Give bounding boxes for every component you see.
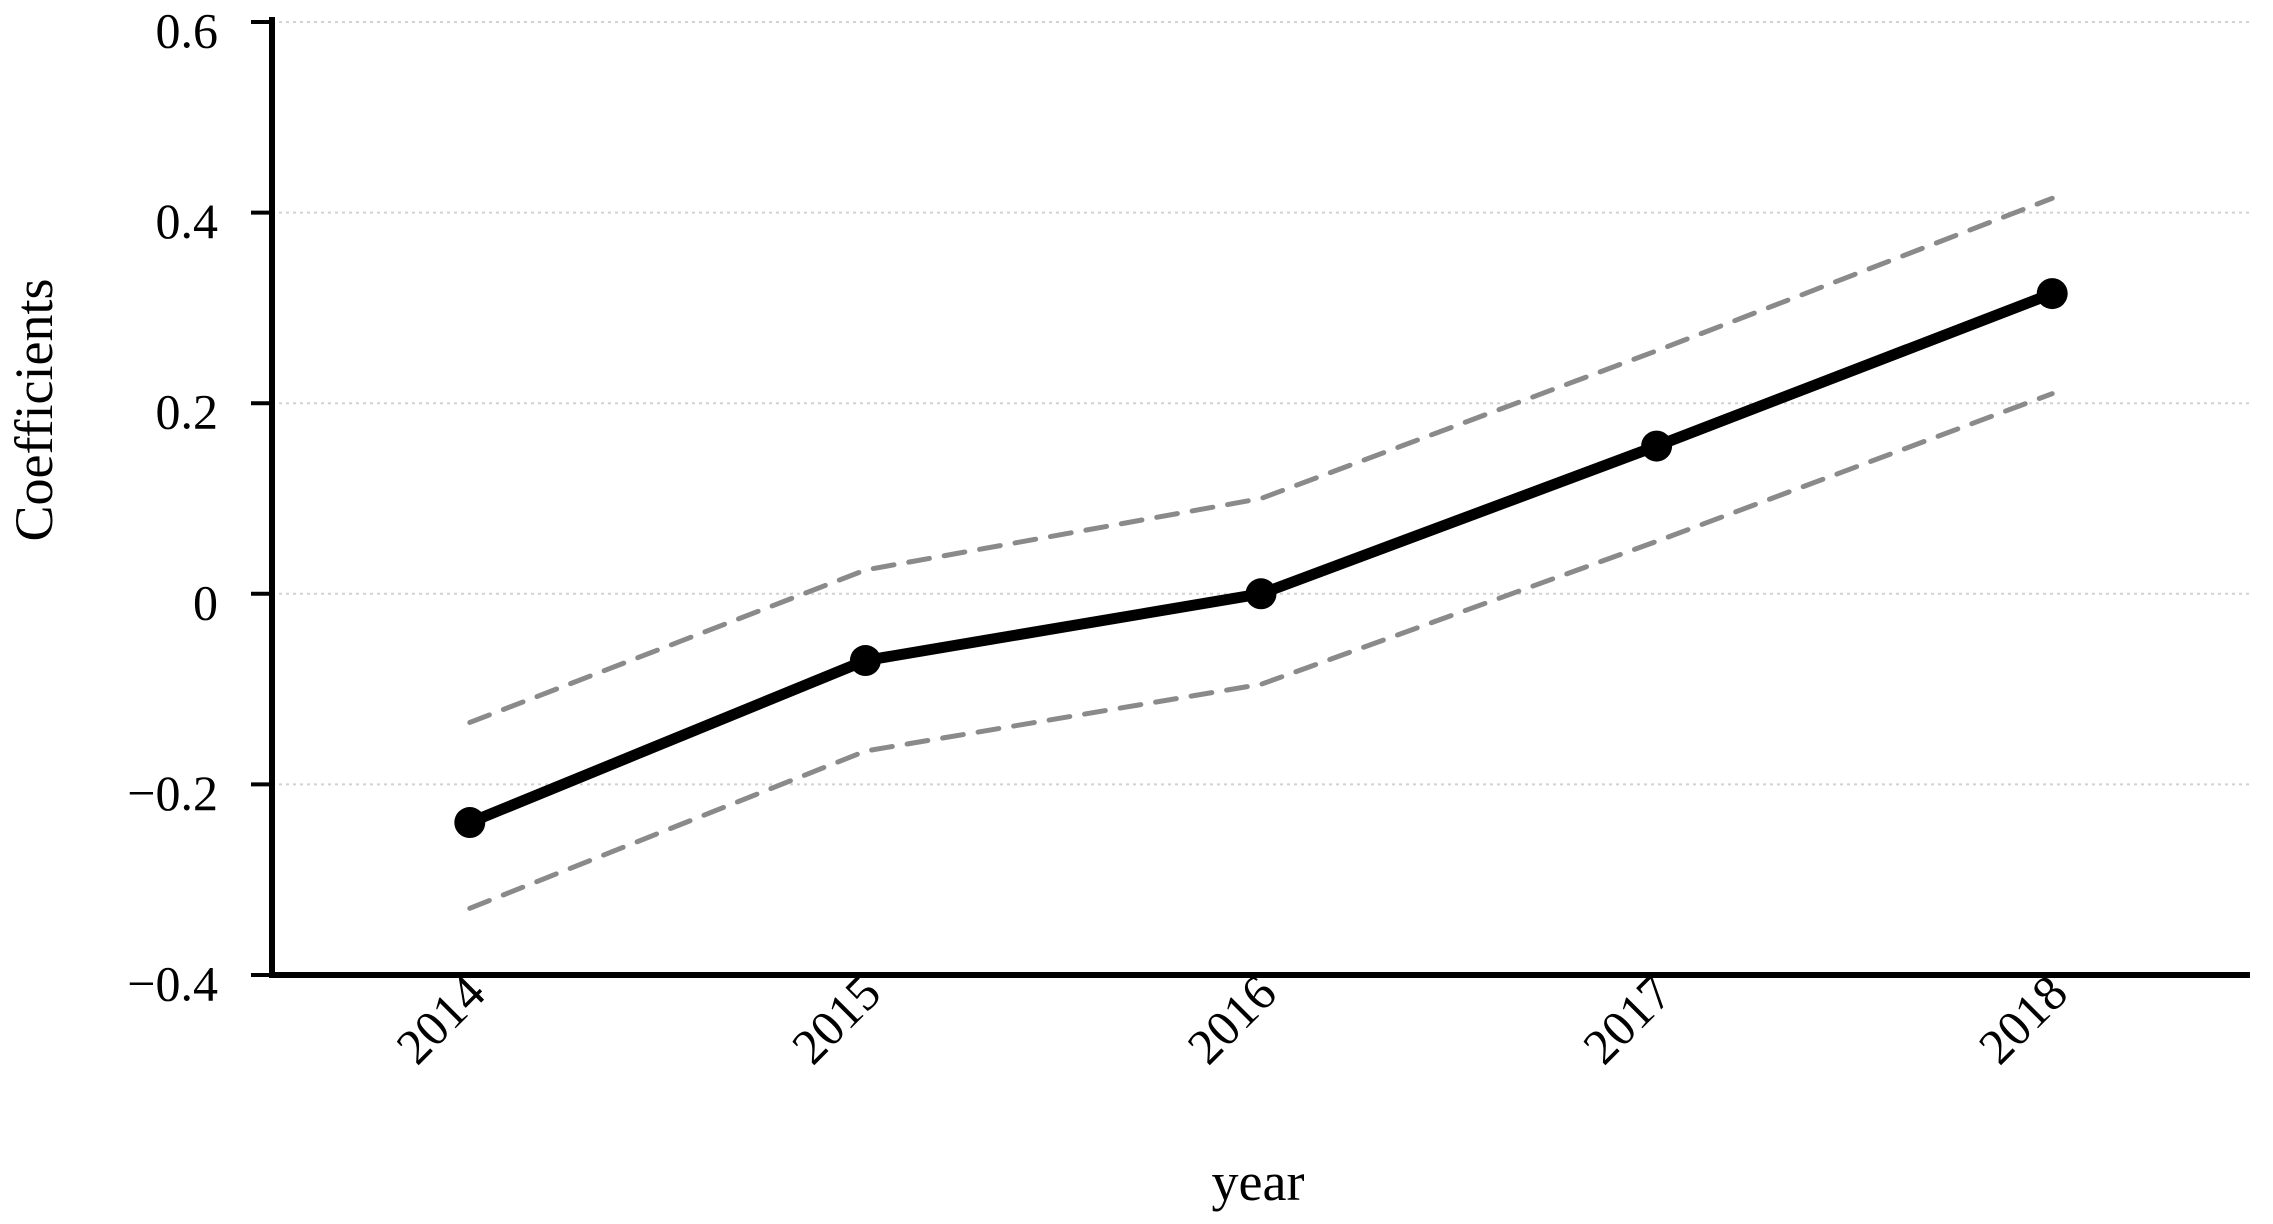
series-lower-confidence-bound-line <box>467 391 2055 911</box>
series-upper-confidence-bound-line <box>467 195 2055 725</box>
tick-label-layer: 0.6 0.4 0.2 0 −0.2 −0.4 2014 2015 2016 2017 2018 <box>127 3 2078 1075</box>
y-tick-label: −0.2 <box>127 765 218 821</box>
axis-layer <box>251 17 2250 978</box>
x-axis-title: year <box>1212 1152 1305 1212</box>
x-tick-label: 2016 <box>1176 964 1286 1074</box>
data-point-marker-2015 <box>849 645 881 677</box>
y-axis-title: Coefficients <box>4 279 64 542</box>
y-tick-label: 0.2 <box>156 384 219 440</box>
x-tick-label: 2014 <box>385 964 495 1074</box>
gridline-layer <box>272 21 2250 786</box>
data-point-marker-2017 <box>1641 430 1673 462</box>
y-tick-label: −0.4 <box>127 956 218 1012</box>
data-point-marker-2018 <box>2036 278 2068 310</box>
series-coefficients-line <box>464 288 2058 829</box>
series-layer <box>454 195 2068 911</box>
x-tick-label: 2018 <box>1968 964 2078 1074</box>
y-tick-label: 0.6 <box>156 3 219 59</box>
y-tick-label: 0 <box>193 574 218 630</box>
x-tick-label: 2017 <box>1572 964 1682 1074</box>
x-tick-label: 2015 <box>781 964 891 1074</box>
data-point-marker-2016 <box>1245 578 1277 610</box>
y-tick-label: 0.4 <box>156 193 219 249</box>
data-point-marker-2014 <box>454 807 486 839</box>
